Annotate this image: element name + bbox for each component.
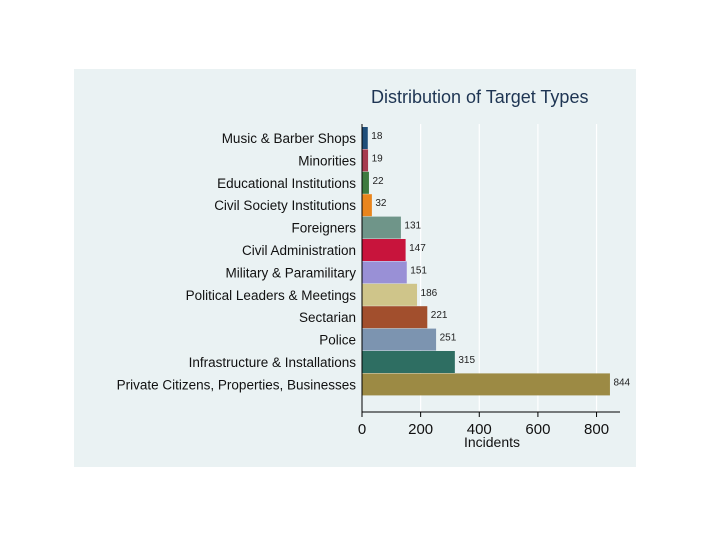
category-label: Political Leaders & Meetings — [186, 288, 357, 303]
chart-title: Distribution of Target Types — [371, 87, 588, 107]
value-label: 22 — [372, 176, 384, 187]
category-label: Police — [319, 333, 356, 348]
bar — [362, 171, 369, 194]
value-label: 251 — [440, 333, 457, 344]
bar — [362, 306, 428, 329]
category-label: Infrastructure & Installations — [189, 355, 357, 370]
category-label: Educational Institutions — [217, 176, 356, 191]
bar — [362, 373, 610, 396]
x-tick-labels: 0 200 400 600 800 — [358, 421, 609, 438]
bar — [362, 261, 407, 284]
bar-chart: Distribution of Target Types Music & Bar… — [117, 87, 631, 450]
value-label: 186 — [421, 288, 438, 299]
category-labels: Music & Barber Shops Minorities Educationa… — [117, 131, 357, 392]
value-label: 32 — [375, 198, 387, 209]
category-label: Music & Barber Shops — [222, 131, 357, 146]
value-label: 147 — [409, 243, 426, 254]
value-label: 221 — [431, 310, 448, 321]
category-label: Civil Administration — [242, 243, 356, 258]
bar — [362, 216, 401, 239]
bar — [362, 127, 368, 149]
bar — [362, 351, 455, 373]
category-label: Foreigners — [291, 221, 356, 236]
bars — [362, 127, 610, 396]
value-label: 151 — [410, 265, 427, 276]
x-tick-label: 800 — [584, 421, 609, 438]
value-label: 19 — [372, 153, 384, 164]
x-axis-title: Incidents — [464, 434, 520, 450]
bar — [362, 149, 369, 172]
category-label: Civil Society Institutions — [214, 198, 356, 213]
value-label: 18 — [371, 131, 383, 142]
value-label: 844 — [613, 377, 630, 388]
x-axis — [361, 124, 620, 417]
x-tick-label: 0 — [358, 421, 366, 438]
bar — [362, 194, 372, 217]
value-label: 315 — [458, 355, 475, 366]
bar — [362, 328, 437, 351]
bar — [362, 239, 406, 261]
category-label: Minorities — [298, 153, 356, 168]
x-tick-label: 600 — [525, 421, 550, 438]
bar — [362, 283, 418, 306]
category-label: Sectarian — [299, 310, 356, 325]
x-tick-label: 400 — [467, 421, 492, 438]
chart-panel: Distribution of Target Types Music & Bar… — [74, 69, 636, 467]
category-label: Private Citizens, Properties, Businesses — [117, 377, 357, 392]
x-tick-label: 200 — [408, 421, 433, 438]
category-label: Military & Paramilitary — [225, 265, 356, 280]
value-label: 131 — [404, 221, 421, 232]
